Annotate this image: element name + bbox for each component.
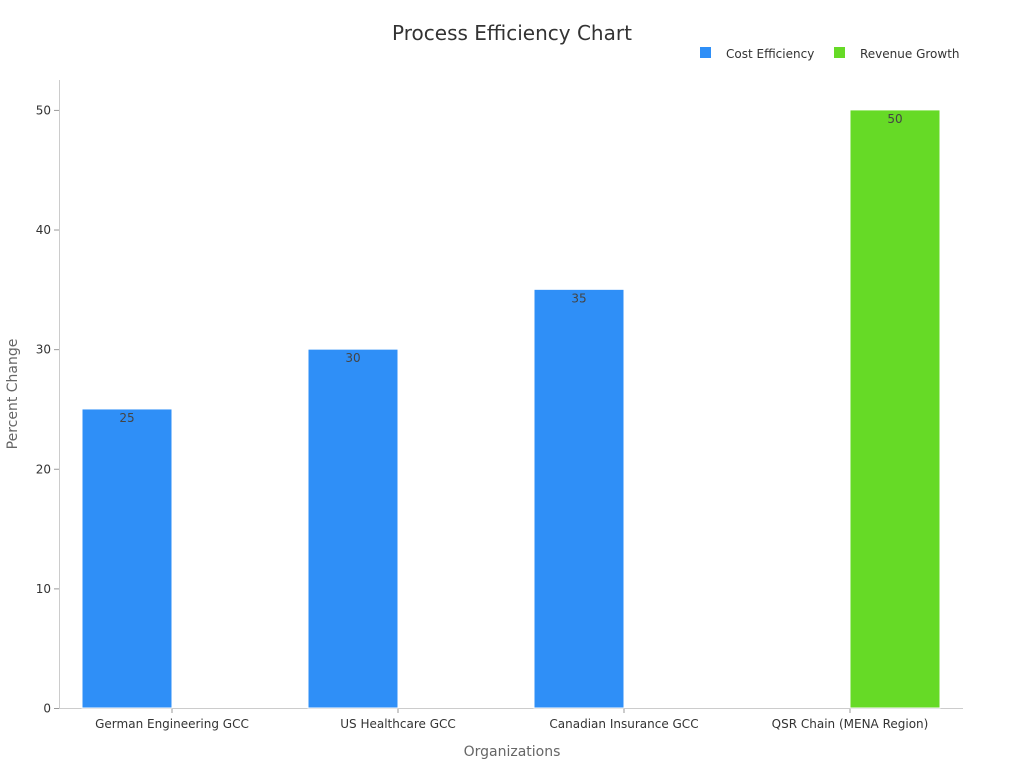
y-tick-label: 10 (36, 582, 51, 596)
bar-cost-efficiency-canadian-insurance-gcc (533, 288, 625, 709)
data-label: 30 (345, 351, 360, 365)
plot-area: 0 10 20 30 40 50 German Engineering GCC US Hea… (36, 80, 963, 731)
data-labels: 25 30 35 50 (119, 112, 902, 425)
x-tick-label: Canadian Insurance GCC (549, 717, 698, 731)
x-tick-label: German Engineering GCC (95, 717, 249, 731)
data-label: 25 (119, 411, 134, 425)
y-axis-title: Percent Change (5, 339, 21, 450)
legend-swatch-revenue-growth (834, 47, 845, 58)
chart-title: Process Efficiency Chart (392, 21, 632, 45)
bar-revenue-growth-qsr-chain-mena-region (849, 109, 941, 709)
legend-label-revenue-growth: Revenue Growth (860, 47, 960, 61)
x-tick-label: US Healthcare GCC (340, 717, 456, 731)
legend-label-cost-efficiency: Cost Efficiency (726, 47, 814, 61)
bar-cost-efficiency-german-engineering-gcc (81, 408, 173, 709)
y-tick-label: 30 (36, 343, 51, 357)
data-label: 35 (571, 291, 586, 305)
y-tick-label: 50 (36, 103, 51, 117)
x-tick-label: QSR Chain (MENA Region) (772, 717, 929, 731)
bar-cost-efficiency-us-healthcare-gcc (307, 348, 399, 709)
legend: Cost Efficiency Revenue Growth (700, 47, 960, 61)
data-label: 50 (887, 112, 902, 126)
x-axis-title: Organizations (464, 744, 561, 760)
y-tick-label: 0 (43, 702, 51, 716)
y-tick-label: 40 (36, 223, 51, 237)
x-axis-ticks: German Engineering GCC US Healthcare GCC C… (95, 708, 928, 731)
y-axis-ticks: 0 10 20 30 40 50 (36, 103, 59, 716)
bars (81, 109, 941, 709)
y-tick-label: 20 (36, 462, 51, 476)
legend-swatch-cost-efficiency (700, 47, 711, 58)
